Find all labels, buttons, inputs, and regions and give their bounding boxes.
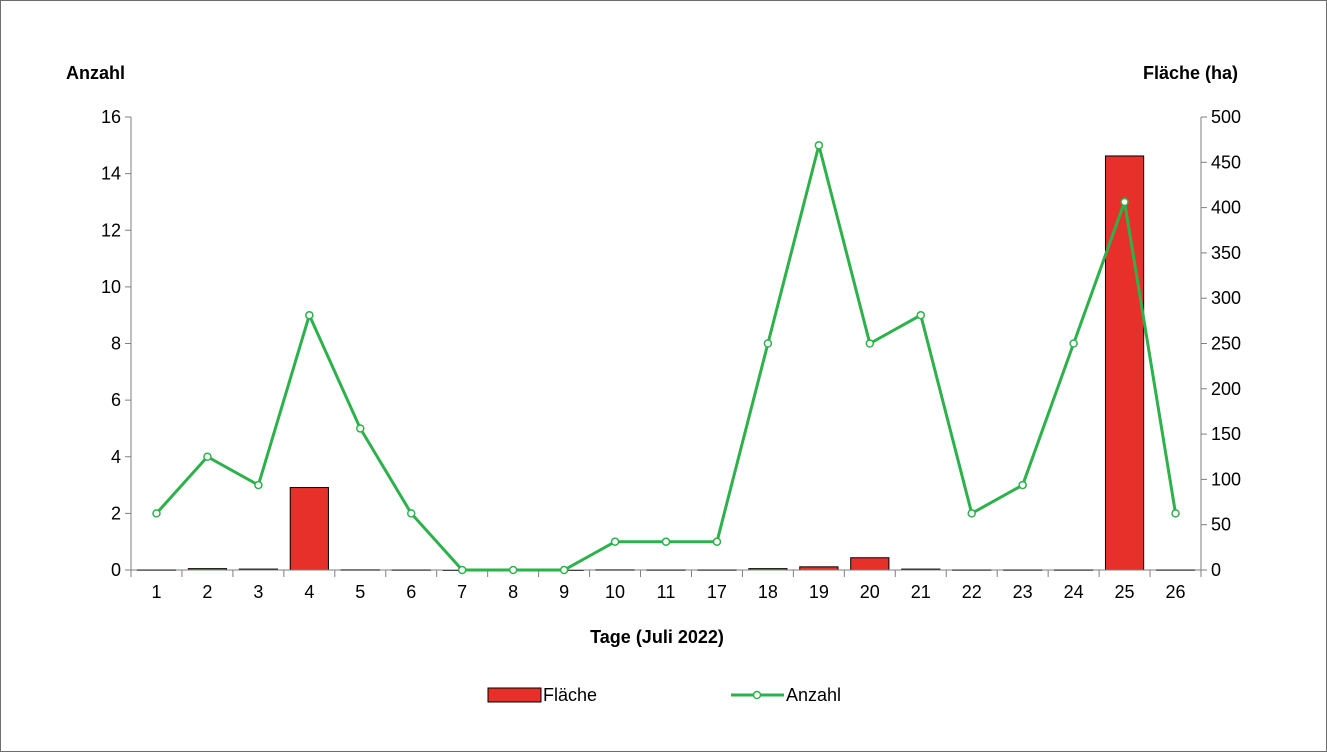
x-tick-label-4: 4 [304, 582, 314, 602]
y-left-tick-label-6: 6 [111, 390, 121, 410]
y-left-tick-label-4: 4 [111, 447, 121, 467]
x-tick-label-9: 9 [559, 582, 569, 602]
point-anzahl-4 [306, 312, 313, 319]
x-tick-label-26: 26 [1166, 582, 1186, 602]
legend-marker-anzahl [754, 692, 761, 699]
point-anzahl-10 [612, 538, 619, 545]
point-anzahl-23 [1019, 482, 1026, 489]
y-right-tick-label-500: 500 [1211, 107, 1241, 127]
y-axis-left-title: Anzahl [66, 63, 125, 83]
y-right-tick-label-350: 350 [1211, 243, 1241, 263]
legend-label-flaeche: Fläche [543, 685, 597, 705]
x-tick-label-22: 22 [962, 582, 982, 602]
bar-flaeche-25 [1105, 156, 1143, 570]
point-anzahl-20 [866, 340, 873, 347]
x-tick-label-2: 2 [202, 582, 212, 602]
y-right-tick-label-300: 300 [1211, 288, 1241, 308]
point-anzahl-22 [968, 510, 975, 517]
y-right-tick-label-50: 50 [1211, 515, 1231, 535]
y-right-tick-label-450: 450 [1211, 152, 1241, 172]
x-tick-label-6: 6 [406, 582, 416, 602]
point-anzahl-7 [459, 567, 466, 574]
point-anzahl-8 [510, 567, 517, 574]
x-tick-label-11: 11 [657, 582, 676, 602]
x-tick-label-18: 18 [758, 582, 778, 602]
y-left-tick-label-12: 12 [101, 220, 121, 240]
point-anzahl-5 [357, 425, 364, 432]
point-anzahl-1 [153, 510, 160, 517]
axes-layer [125, 117, 1207, 577]
point-anzahl-19 [815, 142, 822, 149]
point-anzahl-11 [663, 538, 670, 545]
point-anzahl-21 [917, 312, 924, 319]
x-tick-label-20: 20 [860, 582, 880, 602]
x-tick-label-7: 7 [457, 582, 467, 602]
x-tick-label-8: 8 [508, 582, 518, 602]
x-tick-label-17: 17 [707, 582, 727, 602]
point-anzahl-17 [713, 538, 720, 545]
x-axis-title: Tage (Juli 2022) [590, 627, 724, 647]
point-anzahl-9 [561, 567, 568, 574]
legend-swatch-flaeche [488, 688, 541, 702]
y-right-tick-label-400: 400 [1211, 198, 1241, 218]
bar-flaeche-4 [290, 488, 328, 570]
x-tick-label-1: 1 [151, 582, 161, 602]
y-left-tick-label-0: 0 [111, 560, 121, 580]
point-anzahl-6 [408, 510, 415, 517]
legend-label-anzahl: Anzahl [786, 685, 841, 705]
x-tick-label-19: 19 [809, 582, 829, 602]
y-left-tick-label-14: 14 [101, 164, 121, 184]
legend: Fläche Anzahl [488, 685, 841, 705]
x-tick-label-10: 10 [605, 582, 625, 602]
x-tick-label-5: 5 [355, 582, 365, 602]
y-right-tick-label-100: 100 [1211, 469, 1241, 489]
y-left-tick-label-8: 8 [111, 334, 121, 354]
y-axis-right-title: Fläche (ha) [1143, 63, 1238, 83]
y-right-tick-label-150: 150 [1211, 424, 1241, 444]
x-tick-label-25: 25 [1115, 582, 1135, 602]
x-tick-label-21: 21 [911, 582, 931, 602]
y-left-tick-label-2: 2 [111, 503, 121, 523]
point-anzahl-2 [204, 453, 211, 460]
x-tick-label-3: 3 [253, 582, 263, 602]
y-right-tick-label-250: 250 [1211, 334, 1241, 354]
point-anzahl-26 [1172, 510, 1179, 517]
x-tick-label-24: 24 [1064, 582, 1084, 602]
point-anzahl-25 [1121, 198, 1128, 205]
point-anzahl-18 [764, 340, 771, 347]
x-tick-label-23: 23 [1013, 582, 1033, 602]
y-left-tick-label-16: 16 [101, 107, 121, 127]
y-left-tick-label-10: 10 [101, 277, 121, 297]
y-right-tick-label-200: 200 [1211, 379, 1241, 399]
bar-flaeche-20 [851, 558, 889, 570]
y-right-tick-label-0: 0 [1211, 560, 1221, 580]
point-anzahl-3 [255, 482, 262, 489]
point-anzahl-24 [1070, 340, 1077, 347]
